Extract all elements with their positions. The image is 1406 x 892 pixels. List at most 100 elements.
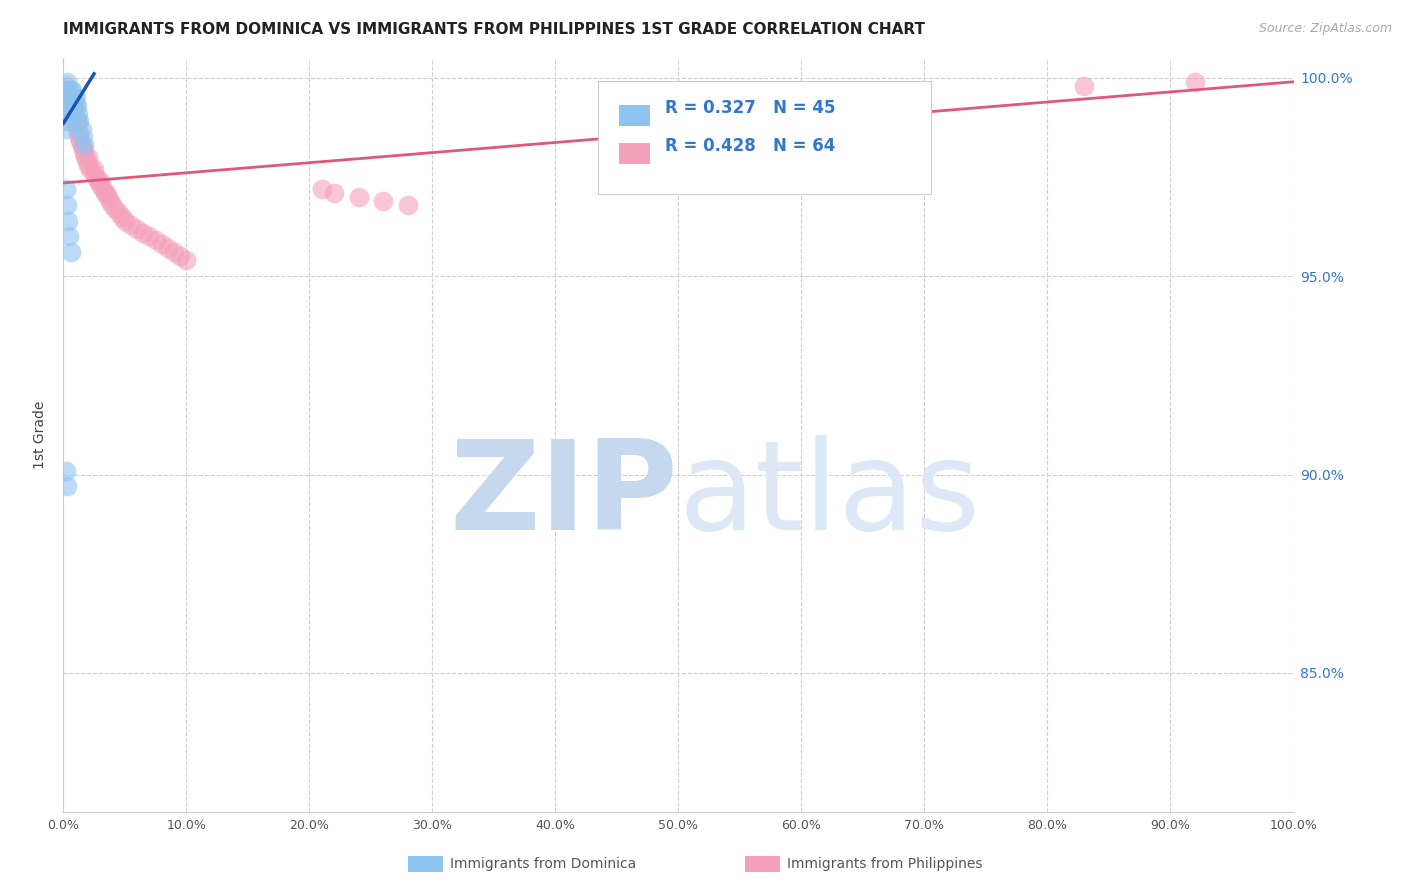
- Point: [65, 111, 87, 125]
- Point: [75, 150, 97, 164]
- Point: [70, 138, 93, 153]
- Point: [59, 103, 82, 117]
- Point: [62, 90, 84, 104]
- Point: [55, 78, 77, 93]
- Point: [55, 98, 77, 112]
- Point: [65, 90, 87, 104]
- Point: [132, 226, 155, 240]
- Point: [79, 162, 101, 177]
- Point: [396, 198, 419, 212]
- Point: [76, 158, 98, 172]
- Point: [98, 194, 121, 208]
- Point: [56, 87, 79, 101]
- Point: [67, 114, 90, 128]
- Text: Source: ZipAtlas.com: Source: ZipAtlas.com: [1258, 22, 1392, 36]
- Point: [56, 90, 79, 104]
- Point: [56, 90, 79, 104]
- Point: [111, 210, 134, 224]
- Point: [1184, 75, 1206, 89]
- Point: [169, 249, 191, 263]
- Point: [56, 83, 79, 97]
- Text: R = 0.327   N = 45: R = 0.327 N = 45: [665, 100, 835, 118]
- Point: [56, 98, 79, 112]
- Point: [60, 98, 83, 112]
- Point: [156, 241, 179, 255]
- Point: [83, 162, 105, 177]
- Point: [60, 106, 83, 120]
- Point: [66, 114, 89, 128]
- Point: [56, 95, 79, 109]
- Point: [145, 234, 167, 248]
- Point: [62, 103, 84, 117]
- Point: [1073, 78, 1095, 93]
- Point: [60, 98, 83, 112]
- Point: [67, 106, 90, 120]
- Point: [55, 90, 77, 104]
- Point: [87, 174, 110, 188]
- Point: [63, 98, 86, 112]
- Point: [56, 90, 79, 104]
- Point: [58, 98, 80, 112]
- Point: [96, 186, 118, 200]
- Point: [63, 90, 86, 104]
- Point: [66, 98, 89, 112]
- Point: [58, 83, 80, 97]
- Point: [89, 178, 111, 192]
- Text: ZIP: ZIP: [450, 434, 678, 556]
- Point: [70, 138, 93, 153]
- Point: [86, 169, 108, 184]
- Point: [67, 126, 90, 140]
- Point: [73, 138, 96, 153]
- Point: [138, 229, 160, 244]
- Point: [72, 142, 94, 156]
- Point: [56, 106, 79, 120]
- Point: [311, 182, 333, 196]
- Point: [62, 111, 84, 125]
- Point: [56, 106, 79, 120]
- Point: [120, 218, 142, 232]
- FancyBboxPatch shape: [619, 143, 650, 163]
- Point: [150, 237, 173, 252]
- Point: [62, 98, 84, 112]
- Point: [55, 83, 77, 97]
- Point: [56, 98, 79, 112]
- Point: [59, 90, 82, 104]
- Text: Immigrants from Dominica: Immigrants from Dominica: [450, 857, 636, 871]
- Text: atlas: atlas: [678, 434, 980, 556]
- Point: [73, 146, 96, 161]
- Point: [127, 221, 148, 235]
- Point: [174, 253, 197, 268]
- Point: [60, 90, 83, 104]
- Point: [56, 114, 79, 128]
- Text: Immigrants from Philippines: Immigrants from Philippines: [787, 857, 983, 871]
- Point: [59, 245, 82, 260]
- Point: [58, 90, 80, 104]
- Point: [59, 83, 82, 97]
- Point: [58, 106, 80, 120]
- Point: [56, 83, 79, 97]
- Point: [65, 119, 87, 133]
- Point: [76, 154, 98, 169]
- Point: [114, 213, 136, 227]
- Point: [60, 106, 83, 120]
- Point: [69, 134, 91, 148]
- Point: [101, 198, 124, 212]
- Point: [72, 130, 94, 145]
- Point: [323, 186, 346, 200]
- Point: [60, 83, 83, 97]
- Text: IMMIGRANTS FROM DOMINICA VS IMMIGRANTS FROM PHILIPPINES 1ST GRADE CORRELATION CH: IMMIGRANTS FROM DOMINICA VS IMMIGRANTS F…: [63, 22, 925, 37]
- Point: [55, 106, 77, 120]
- Point: [56, 479, 79, 493]
- Point: [89, 174, 111, 188]
- Point: [67, 130, 90, 145]
- Point: [63, 114, 86, 128]
- Point: [59, 98, 82, 112]
- Point: [371, 194, 394, 208]
- Point: [91, 182, 114, 196]
- FancyBboxPatch shape: [599, 80, 931, 194]
- Point: [55, 464, 77, 478]
- Point: [56, 213, 79, 227]
- Point: [67, 119, 90, 133]
- Point: [107, 205, 129, 219]
- Point: [63, 106, 86, 120]
